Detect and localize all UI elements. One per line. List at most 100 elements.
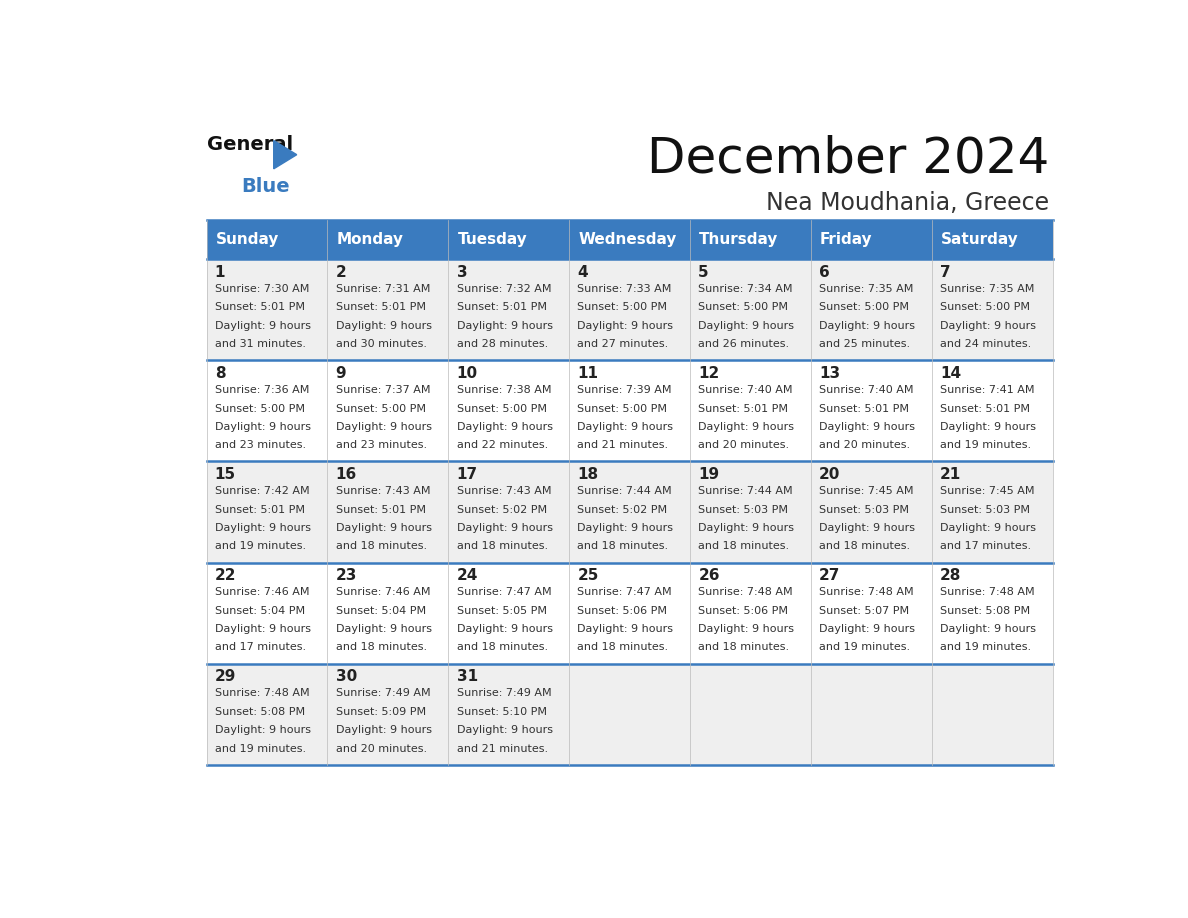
Text: Sunset: 5:01 PM: Sunset: 5:01 PM <box>456 302 546 312</box>
Bar <box>207 259 328 361</box>
Text: Sunset: 5:06 PM: Sunset: 5:06 PM <box>699 606 789 616</box>
Text: Sunrise: 7:42 AM: Sunrise: 7:42 AM <box>215 487 309 497</box>
Text: Sunrise: 7:30 AM: Sunrise: 7:30 AM <box>215 284 309 294</box>
Text: Sunset: 5:01 PM: Sunset: 5:01 PM <box>215 505 305 515</box>
Text: Daylight: 9 hours: Daylight: 9 hours <box>820 320 915 330</box>
Text: and 23 minutes.: and 23 minutes. <box>215 441 307 450</box>
Text: 19: 19 <box>699 467 720 482</box>
Text: and 18 minutes.: and 18 minutes. <box>336 643 426 653</box>
Text: Sunrise: 7:36 AM: Sunrise: 7:36 AM <box>215 386 309 395</box>
Text: Sunset: 5:00 PM: Sunset: 5:00 PM <box>456 404 546 413</box>
Text: Sunrise: 7:40 AM: Sunrise: 7:40 AM <box>699 386 792 395</box>
Text: 26: 26 <box>699 568 720 583</box>
Text: Daylight: 9 hours: Daylight: 9 hours <box>699 523 795 533</box>
Text: and 27 minutes.: and 27 minutes. <box>577 339 669 349</box>
Text: Saturday: Saturday <box>941 232 1018 247</box>
Text: Sunrise: 7:40 AM: Sunrise: 7:40 AM <box>820 386 914 395</box>
Text: Monday: Monday <box>336 232 404 247</box>
Text: Sunrise: 7:39 AM: Sunrise: 7:39 AM <box>577 386 672 395</box>
Text: and 22 minutes.: and 22 minutes. <box>456 441 548 450</box>
Bar <box>569 219 690 259</box>
Text: Sunrise: 7:43 AM: Sunrise: 7:43 AM <box>456 487 551 497</box>
Text: Daylight: 9 hours: Daylight: 9 hours <box>456 725 552 735</box>
Bar <box>328 259 448 361</box>
Text: Daylight: 9 hours: Daylight: 9 hours <box>456 422 552 431</box>
Text: 10: 10 <box>456 366 478 381</box>
Text: and 23 minutes.: and 23 minutes. <box>336 441 426 450</box>
Bar <box>207 219 328 259</box>
Text: Daylight: 9 hours: Daylight: 9 hours <box>940 523 1036 533</box>
Text: Sunrise: 7:48 AM: Sunrise: 7:48 AM <box>215 688 309 699</box>
Bar <box>811 664 931 765</box>
Text: Sunrise: 7:46 AM: Sunrise: 7:46 AM <box>336 588 430 598</box>
Text: Sunrise: 7:48 AM: Sunrise: 7:48 AM <box>940 588 1035 598</box>
Text: and 20 minutes.: and 20 minutes. <box>336 744 426 754</box>
Text: Nea Moudhania, Greece: Nea Moudhania, Greece <box>766 192 1049 216</box>
Text: Daylight: 9 hours: Daylight: 9 hours <box>336 523 431 533</box>
Text: Blue: Blue <box>241 177 290 196</box>
Text: Sunset: 5:04 PM: Sunset: 5:04 PM <box>215 606 305 616</box>
Text: 21: 21 <box>940 467 961 482</box>
Text: Sunrise: 7:35 AM: Sunrise: 7:35 AM <box>940 284 1035 294</box>
Bar <box>811 259 931 361</box>
Text: Sunset: 5:05 PM: Sunset: 5:05 PM <box>456 606 546 616</box>
Text: and 17 minutes.: and 17 minutes. <box>215 643 307 653</box>
Text: Sunset: 5:01 PM: Sunset: 5:01 PM <box>940 404 1030 413</box>
Bar <box>690 219 811 259</box>
Text: Daylight: 9 hours: Daylight: 9 hours <box>215 624 311 634</box>
Text: 17: 17 <box>456 467 478 482</box>
Text: and 19 minutes.: and 19 minutes. <box>215 542 307 552</box>
Bar <box>569 259 690 361</box>
Text: and 17 minutes.: and 17 minutes. <box>940 542 1031 552</box>
Text: and 18 minutes.: and 18 minutes. <box>577 643 669 653</box>
Bar <box>569 563 690 664</box>
Bar <box>811 462 931 563</box>
Text: Daylight: 9 hours: Daylight: 9 hours <box>577 624 674 634</box>
Text: Sunset: 5:00 PM: Sunset: 5:00 PM <box>215 404 305 413</box>
Text: Sunset: 5:06 PM: Sunset: 5:06 PM <box>577 606 668 616</box>
Bar <box>569 361 690 462</box>
Text: 5: 5 <box>699 265 709 280</box>
Text: 15: 15 <box>215 467 236 482</box>
Text: Sunrise: 7:49 AM: Sunrise: 7:49 AM <box>336 688 430 699</box>
Bar <box>690 259 811 361</box>
Bar <box>448 462 569 563</box>
Text: Daylight: 9 hours: Daylight: 9 hours <box>215 725 311 735</box>
Text: Sunrise: 7:44 AM: Sunrise: 7:44 AM <box>577 487 672 497</box>
Text: 31: 31 <box>456 669 478 684</box>
Bar <box>811 361 931 462</box>
Text: 25: 25 <box>577 568 599 583</box>
Text: Wednesday: Wednesday <box>579 232 677 247</box>
Bar <box>207 462 328 563</box>
Text: 9: 9 <box>336 366 346 381</box>
Text: December 2024: December 2024 <box>646 135 1049 183</box>
Text: Daylight: 9 hours: Daylight: 9 hours <box>215 422 311 431</box>
Text: Sunrise: 7:45 AM: Sunrise: 7:45 AM <box>820 487 914 497</box>
Text: Sunset: 5:03 PM: Sunset: 5:03 PM <box>820 505 909 515</box>
Text: Sunrise: 7:48 AM: Sunrise: 7:48 AM <box>699 588 792 598</box>
Text: Daylight: 9 hours: Daylight: 9 hours <box>456 624 552 634</box>
Text: Daylight: 9 hours: Daylight: 9 hours <box>456 523 552 533</box>
Text: and 30 minutes.: and 30 minutes. <box>336 339 426 349</box>
Bar <box>690 563 811 664</box>
Text: Daylight: 9 hours: Daylight: 9 hours <box>336 624 431 634</box>
Text: Sunrise: 7:45 AM: Sunrise: 7:45 AM <box>940 487 1035 497</box>
Polygon shape <box>273 140 297 169</box>
Text: and 19 minutes.: and 19 minutes. <box>940 441 1031 450</box>
Bar <box>448 563 569 664</box>
Text: and 18 minutes.: and 18 minutes. <box>699 542 789 552</box>
Text: Sunset: 5:01 PM: Sunset: 5:01 PM <box>336 302 425 312</box>
Text: and 31 minutes.: and 31 minutes. <box>215 339 305 349</box>
Text: Sunrise: 7:48 AM: Sunrise: 7:48 AM <box>820 588 914 598</box>
Text: and 24 minutes.: and 24 minutes. <box>940 339 1031 349</box>
Text: Daylight: 9 hours: Daylight: 9 hours <box>940 624 1036 634</box>
Text: Sunset: 5:00 PM: Sunset: 5:00 PM <box>820 302 909 312</box>
Text: and 18 minutes.: and 18 minutes. <box>699 643 789 653</box>
Text: Sunset: 5:10 PM: Sunset: 5:10 PM <box>456 707 546 717</box>
Text: 14: 14 <box>940 366 961 381</box>
Bar <box>569 462 690 563</box>
Text: 1: 1 <box>215 265 226 280</box>
Text: 6: 6 <box>820 265 830 280</box>
Text: and 18 minutes.: and 18 minutes. <box>336 542 426 552</box>
Bar <box>207 664 328 765</box>
